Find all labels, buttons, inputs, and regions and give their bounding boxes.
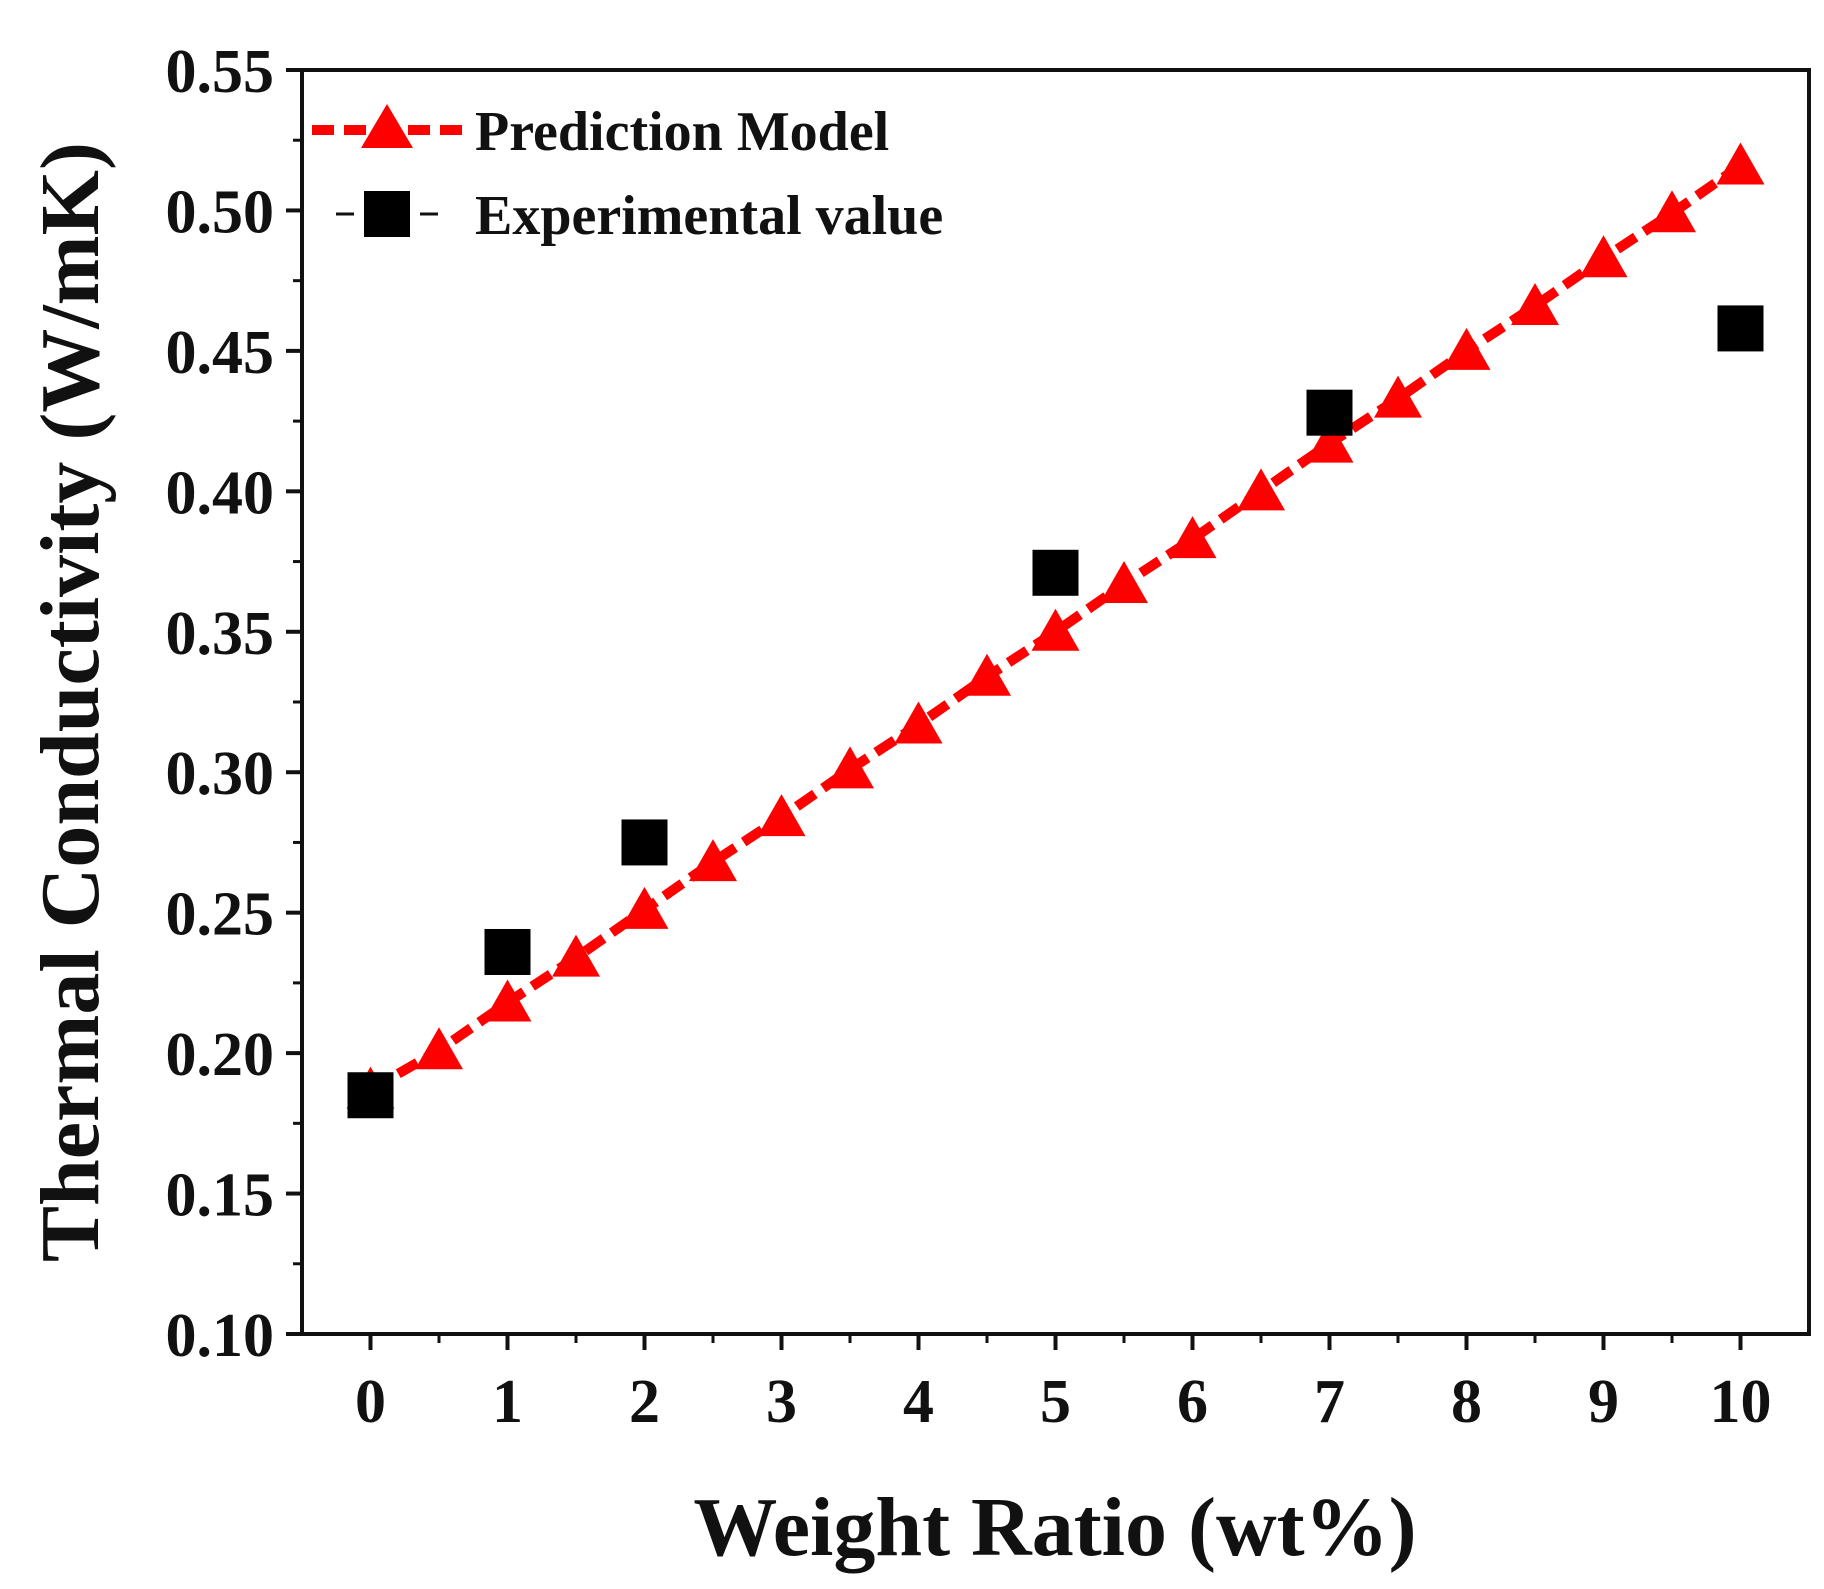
prediction-point [1237,468,1285,511]
y-tick-labels: 0.10 0.15 0.20 0.25 0.30 0.35 0.40 0.45 0.50 0.55 [166,38,275,1370]
y-tick-label: 0.25 [166,881,275,949]
x-axis-title: Weight Ratio (wt%) [693,1481,1416,1574]
prediction-point [1442,327,1491,370]
prediction-model-line [368,161,1744,1094]
experimental-point [621,819,668,866]
y-tick-label: 0.45 [166,319,275,387]
experimental-point [484,928,531,975]
prediction-point [1374,375,1422,418]
experimental-point [1032,549,1079,596]
x-tick-labels: 0 1 2 3 4 5 6 7 8 9 10 [355,1368,1772,1436]
legend-prediction-label: Prediction Model [475,101,889,163]
prediction-point [1305,420,1354,463]
experimental-point [1717,305,1764,352]
prediction-point [552,934,600,977]
prediction-point [826,746,874,789]
x-tick-label: 5 [1040,1368,1071,1436]
y-tick-label: 0.40 [166,459,275,527]
series-markers [346,142,1765,1119]
legend-prediction-marker [361,104,413,148]
y-tick-label: 0.50 [166,178,275,246]
legend-experimental-marker [364,191,410,237]
x-tick-label: 3 [766,1368,797,1436]
prediction-point [757,794,806,837]
y-tick-label: 0.15 [166,1162,275,1230]
prediction-point [689,839,737,882]
prediction-point [483,979,532,1022]
prediction-point [1031,608,1080,651]
prediction-point [620,886,669,929]
prediction-point [963,653,1011,696]
x-tick-label: 7 [1314,1368,1345,1436]
y-tick-label: 0.55 [166,38,275,106]
x-tick-label: 8 [1451,1368,1482,1436]
x-tick-label: 4 [903,1368,934,1436]
y-axis-title: Thermal Conductivity (W/mK) [24,142,117,1262]
y-tick-label: 0.30 [166,740,275,808]
x-tick-label: 9 [1588,1368,1619,1436]
legend: Prediction Model Experimental value [312,101,943,247]
x-tick-label: 1 [492,1368,523,1436]
y-tick-label: 0.10 [166,1302,275,1370]
y-tick-label: 0.20 [166,1021,275,1089]
plot-frame [300,68,1811,1336]
x-tick-label: 2 [629,1368,660,1436]
prediction-point [894,701,943,744]
prediction-point [1716,142,1765,185]
x-tick-label: 6 [1177,1368,1208,1436]
x-tick-label: 0 [355,1368,386,1436]
series-lines [368,161,1744,1094]
prediction-point [1100,561,1148,604]
experimental-point [1306,389,1353,436]
legend-experimental-label: Experimental value [475,185,943,247]
plot-area [302,70,1809,1334]
prediction-point [1579,235,1628,278]
x-tick-label: 10 [1710,1368,1772,1436]
prediction-point [1511,282,1559,325]
prediction-point [1168,516,1217,559]
prediction-point [415,1027,463,1070]
y-tick-label: 0.35 [166,600,275,668]
prediction-point [1648,190,1696,233]
experimental-point [347,1072,394,1119]
